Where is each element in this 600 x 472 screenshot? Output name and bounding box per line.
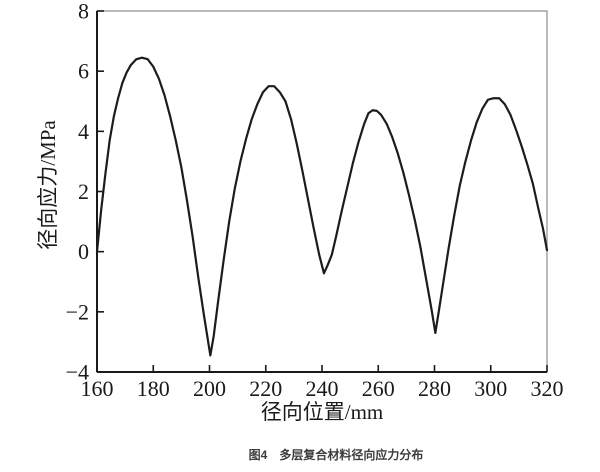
y-tick-label: 0: [78, 239, 89, 264]
y-axis-title: 径向应力/MPa: [36, 120, 60, 250]
plot-frame: [96, 10, 548, 373]
y-tick-label: −4: [66, 360, 89, 385]
x-tick-label: 300: [474, 376, 507, 401]
y-tick-label: 8: [78, 0, 89, 24]
y-tick-label: 2: [78, 179, 89, 204]
x-tick-label: 220: [249, 376, 282, 401]
figure-caption: 图4 多层复合材料径向应力分布: [248, 448, 424, 462]
x-tick-label: 240: [306, 376, 339, 401]
x-tick-label: 200: [193, 376, 226, 401]
x-tick-label: 320: [531, 376, 564, 401]
x-tick-label: 280: [418, 376, 451, 401]
stress-curve: [95, 56, 549, 357]
x-axis-ticks: 160 180 200 220 240 260 280 300 320: [81, 365, 564, 401]
x-axis-title: 径向位置/mm: [260, 400, 384, 424]
y-axis-ticks: 8 6 4 2 0 −2 −4: [66, 0, 104, 385]
x-tick-label: 180: [137, 376, 170, 401]
x-tick-label: 160: [81, 376, 114, 401]
x-tick-label: 260: [362, 376, 395, 401]
y-tick-label: 6: [78, 59, 89, 84]
y-tick-label: −2: [66, 299, 89, 324]
y-tick-label: 4: [78, 119, 89, 144]
